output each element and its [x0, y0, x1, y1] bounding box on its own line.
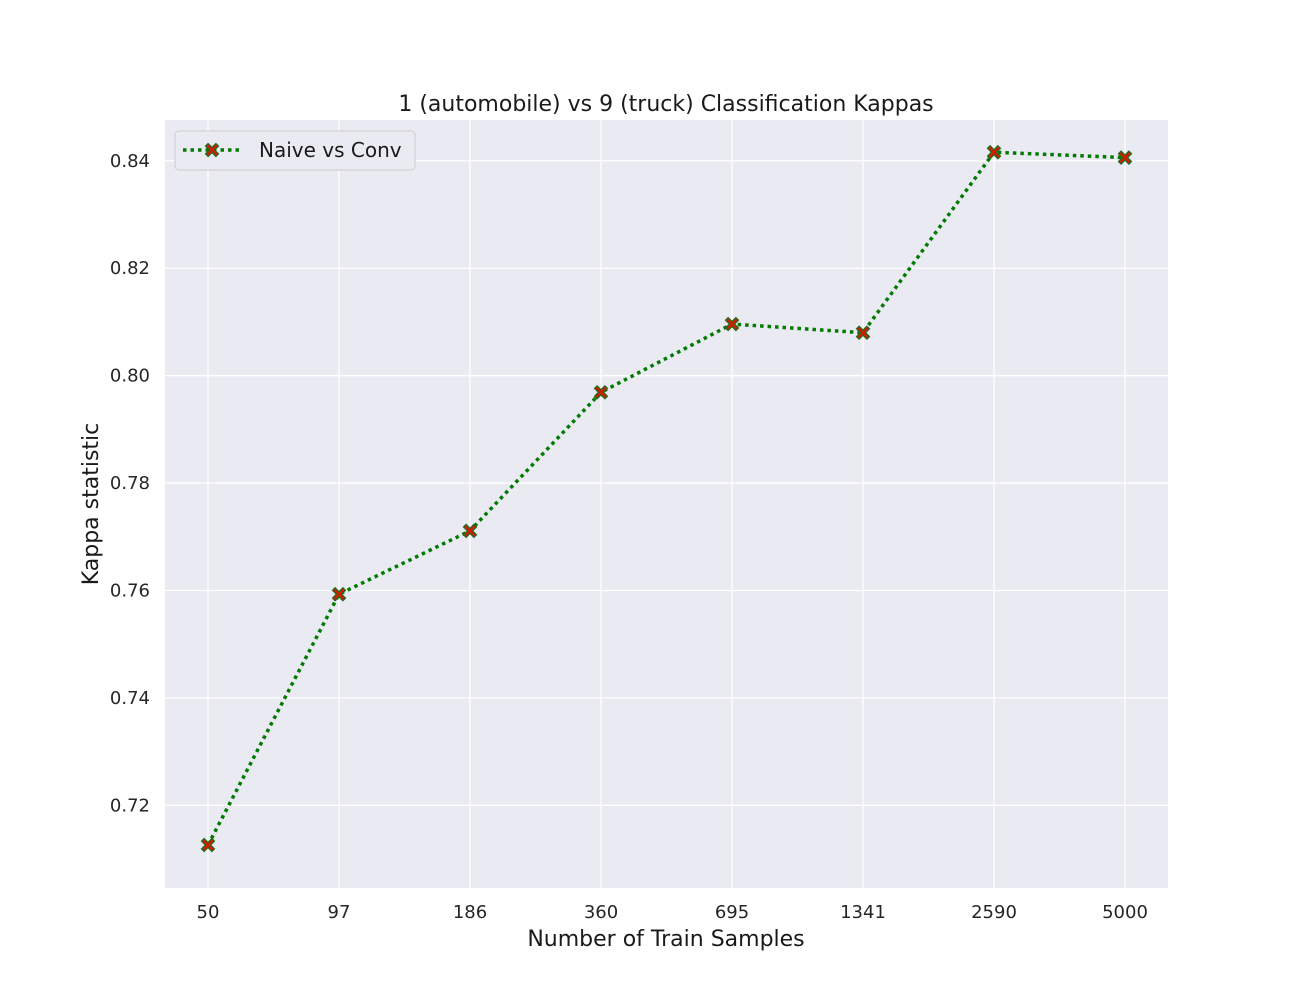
data-point-marker: [462, 523, 478, 539]
legend-marker-icon: [204, 142, 220, 158]
plot-background: [165, 120, 1168, 888]
x-tick-label: 50: [197, 902, 220, 923]
y-tick-label: 0.84: [110, 151, 150, 172]
data-point-marker: [986, 144, 1002, 160]
series-layer: [200, 144, 1133, 853]
x-tick-label: 360: [584, 902, 618, 923]
legend: Naive vs Conv: [174, 130, 416, 171]
data-point-marker: [1117, 150, 1133, 165]
data-point-marker: [593, 384, 609, 400]
x-tick-label: 97: [328, 902, 351, 923]
x-tick-label: 5000: [1102, 902, 1148, 923]
data-point-marker: [855, 325, 871, 341]
y-tick-label: 0.80: [110, 366, 150, 387]
x-tick-label: 1341: [840, 902, 886, 923]
chart-title: 1 (automobile) vs 9 (truck) Classificati…: [398, 92, 933, 117]
y-axis-title: Kappa statistic: [79, 423, 104, 586]
y-tick-labels: 0.72 0.74 0.76 0.78 0.80 0.82 0.84: [110, 151, 150, 816]
data-point-marker: [331, 586, 347, 602]
data-point-marker: [200, 837, 216, 853]
y-tick-label: 0.76: [110, 580, 150, 601]
x-axis-title: Number of Train Samples: [527, 927, 804, 952]
y-tick-label: 0.74: [110, 688, 150, 709]
x-tick-label: 695: [715, 902, 749, 923]
y-tick-label: 0.82: [110, 258, 150, 279]
legend-label: Naive vs Conv: [259, 138, 402, 162]
x-tick-label: 186: [453, 902, 487, 923]
data-point-marker: [724, 316, 740, 332]
legend-box: [174, 130, 416, 171]
series-line: [206, 150, 1126, 846]
y-tick-label: 0.72: [110, 795, 150, 816]
x-tick-label: 2590: [971, 902, 1017, 923]
x-tick-labels: 50 97 186 360 695 1341 2590 5000: [197, 902, 1148, 923]
y-tick-label: 0.78: [110, 473, 150, 494]
